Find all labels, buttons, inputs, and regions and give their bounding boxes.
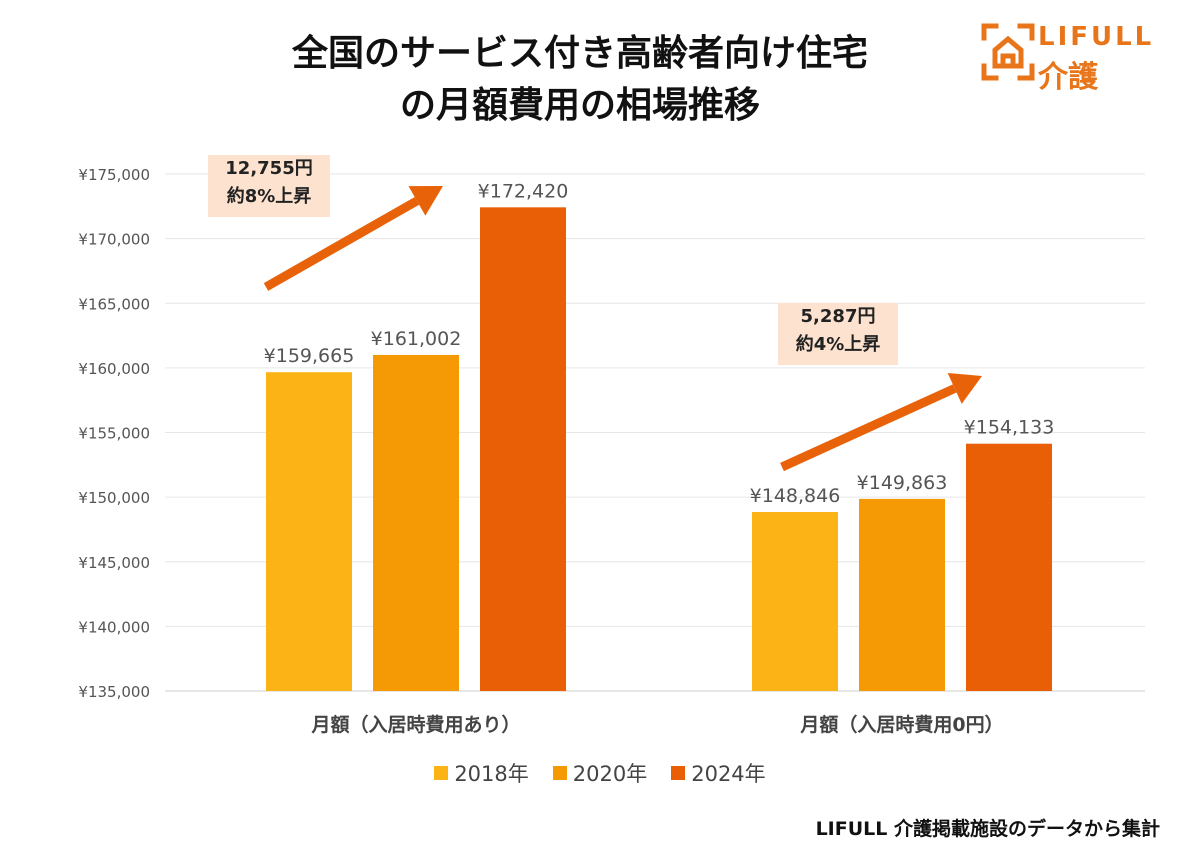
y-tick-label: ¥135,000	[78, 683, 150, 701]
bar-2018年-0	[266, 372, 352, 691]
callout-left-line2: 約8%上昇	[226, 186, 312, 207]
legend-item-2018: 2018年	[434, 758, 529, 788]
chart-legend: 2018年 2020年 2024年	[0, 758, 1200, 788]
trend-arrow-right-shaft	[780, 384, 957, 472]
legend-swatch-2020	[552, 766, 567, 780]
data-label: ¥159,665	[264, 345, 355, 367]
data-label: ¥161,002	[371, 328, 462, 350]
x-category-label: 月額（入居時費用0円）	[799, 713, 1003, 736]
y-tick-label: ¥165,000	[78, 295, 150, 313]
legend-label-2020: 2020年	[572, 762, 648, 786]
house-logo-icon	[981, 23, 1035, 81]
bar-2020年-1	[859, 498, 945, 691]
legend-label-2024: 2024年	[691, 762, 766, 786]
trend-arrow-left-shaft	[263, 196, 420, 291]
lifull-logo: LIFULL 介護	[980, 22, 1180, 95]
callout-left-line1: 12,755円	[225, 158, 313, 179]
trend-arrow-right-head	[947, 372, 982, 404]
increase-callout-right: 5,287円 約4%上昇	[778, 303, 898, 365]
y-tick-label: ¥140,000	[78, 618, 150, 636]
y-tick-label: ¥175,000	[78, 166, 150, 184]
logo-sub: 介護	[1038, 60, 1098, 95]
title-line-2: の月額費用の相場推移	[399, 85, 760, 126]
bar-2024年-0	[480, 207, 566, 691]
x-category-label: 月額（入居時費用あり）	[310, 713, 520, 736]
callout-right-line2: 約4%上昇	[795, 334, 881, 355]
legend-label-2018: 2018年	[454, 762, 529, 786]
y-tick-label: ¥145,000	[78, 554, 150, 572]
bar-2018年-1	[752, 512, 838, 691]
y-tick-label: ¥155,000	[78, 425, 150, 443]
increase-callout-left: 12,755円 約8%上昇	[208, 155, 330, 217]
y-tick-label: ¥150,000	[78, 489, 150, 507]
bar-2024年-1	[966, 443, 1052, 691]
title-line-1: 全国のサービス付き高齢者向け住宅	[291, 33, 868, 74]
y-tick-label: ¥160,000	[78, 360, 150, 378]
chart-title: 全国のサービス付き高齢者向け住宅 の月額費用の相場推移	[200, 28, 960, 132]
data-label: ¥149,863	[857, 472, 948, 494]
source-note: LIFULL 介護掲載施設のデータから集計	[815, 818, 1160, 840]
data-label: ¥148,846	[750, 485, 841, 507]
logo-brand: LIFULL	[1038, 22, 1155, 52]
callout-right-line1: 5,287円	[800, 306, 876, 327]
data-label: ¥172,420	[478, 180, 569, 202]
legend-swatch-2018	[434, 766, 449, 780]
trend-arrow-left-head	[408, 186, 443, 216]
data-label: ¥154,133	[964, 417, 1055, 439]
legend-item-2020: 2020年	[552, 758, 648, 788]
bar-2020年-0	[373, 354, 459, 691]
legend-item-2024: 2024年	[671, 758, 766, 788]
legend-swatch-2024	[671, 766, 686, 780]
y-tick-label: ¥170,000	[78, 231, 150, 249]
